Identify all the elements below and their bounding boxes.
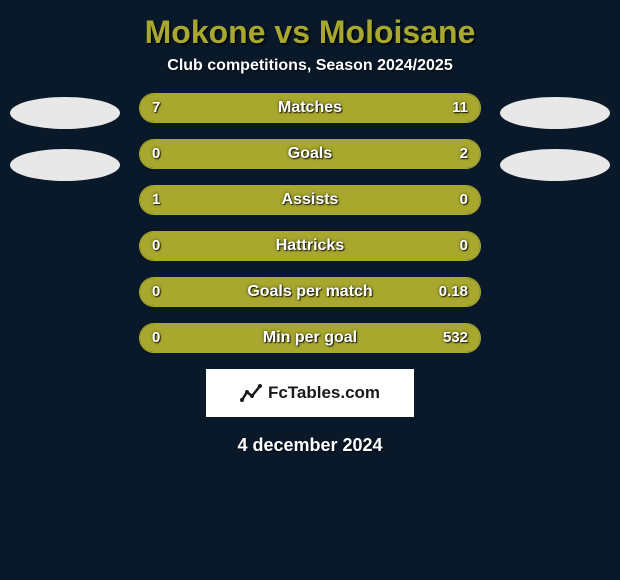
stat-label: Min per goal	[140, 324, 480, 353]
stat-label: Matches	[140, 94, 480, 123]
page-subtitle: Club competitions, Season 2024/2025	[0, 57, 620, 93]
date-label: 4 december 2024	[0, 417, 620, 456]
player1-badge-1	[10, 97, 120, 129]
stat-label: Assists	[140, 186, 480, 215]
stat-row-hattricks: 00Hattricks	[139, 231, 481, 261]
page-title: Mokone vs Moloisane	[0, 0, 620, 57]
player2-badge-2	[500, 149, 610, 181]
stat-row-matches: 711Matches	[139, 93, 481, 123]
player1-badge-2	[10, 149, 120, 181]
stat-row-goals-per-match: 00.18Goals per match	[139, 277, 481, 307]
fctables-logo: FcTables.com	[206, 369, 414, 417]
stat-row-min-per-goal: 0532Min per goal	[139, 323, 481, 353]
stat-label: Goals	[140, 140, 480, 169]
player2-badge-1	[500, 97, 610, 129]
logo-icon	[240, 382, 262, 404]
logo-text: FcTables.com	[268, 383, 380, 403]
comparison-chart: 711Matches 02Goals 10Assists 00Hattricks 00.…	[0, 93, 620, 353]
stat-label: Hattricks	[140, 232, 480, 261]
stat-label: Goals per match	[140, 278, 480, 307]
stat-row-assists: 10Assists	[139, 185, 481, 215]
stat-row-goals: 02Goals	[139, 139, 481, 169]
